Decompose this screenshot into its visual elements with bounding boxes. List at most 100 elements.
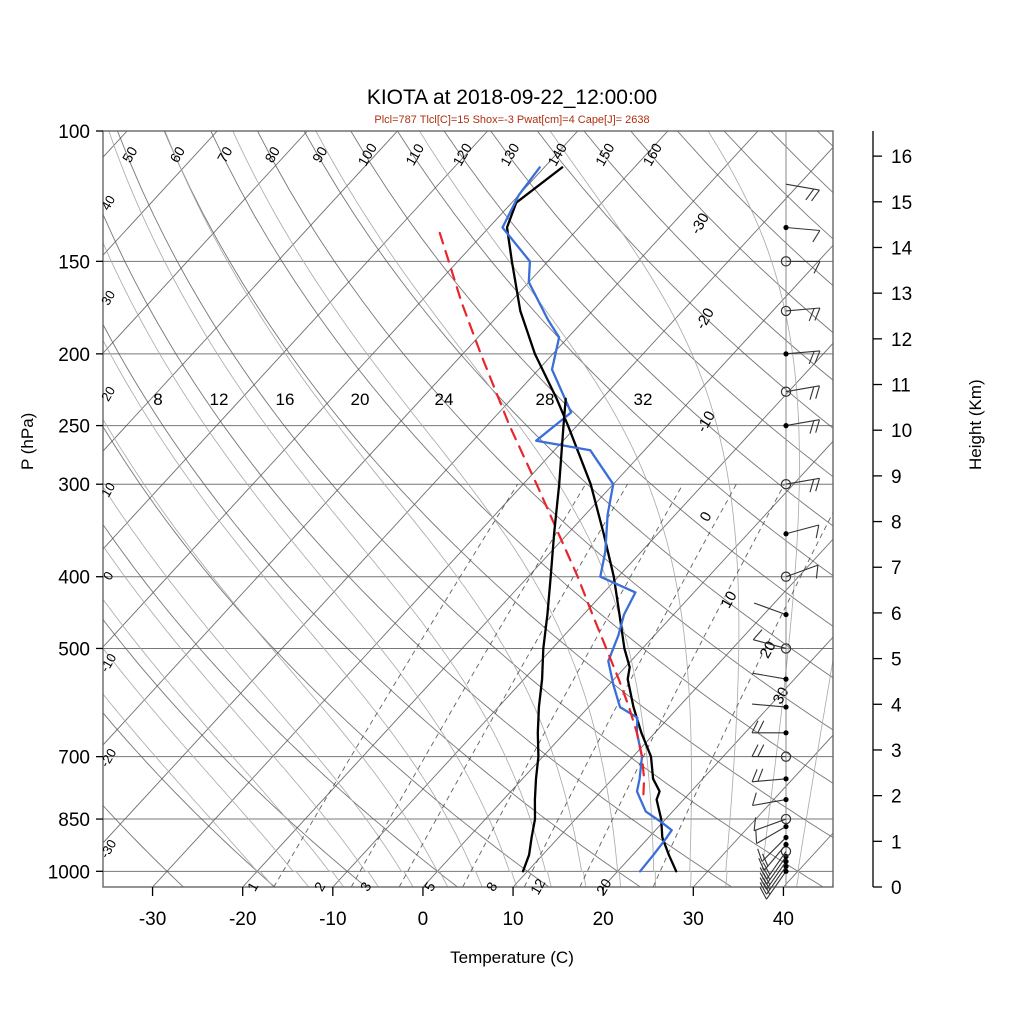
wind-barb-flag bbox=[759, 867, 767, 880]
wind-level-marker-filled bbox=[783, 423, 789, 429]
wind-barb bbox=[783, 419, 821, 434]
wind-barb-flag bbox=[759, 882, 767, 895]
wind-barb-shaft bbox=[752, 799, 787, 807]
wind-level-marker-open bbox=[780, 305, 792, 317]
pressure-tick-label: 850 bbox=[58, 810, 90, 831]
wind-barb-flag bbox=[813, 261, 821, 274]
wind-level-marker-open bbox=[780, 751, 792, 762]
pressure-tick-label: 300 bbox=[58, 475, 90, 496]
virtual-temperature-curve bbox=[521, 397, 567, 873]
wind-barb bbox=[783, 524, 820, 539]
wind-barb-shaft bbox=[785, 524, 819, 535]
wind-barb-flag bbox=[814, 307, 821, 321]
wind-level-marker-filled bbox=[783, 730, 789, 736]
wind-barb-shaft bbox=[785, 307, 820, 312]
wind-barb-shaft bbox=[761, 837, 787, 862]
wind-barb-flag bbox=[757, 768, 764, 782]
wind-barb bbox=[751, 792, 789, 807]
dry-adiabat-top-label: 80 bbox=[261, 144, 283, 166]
wind-barb-shaft bbox=[756, 826, 787, 844]
moist-adiabat-line bbox=[103, 486, 414, 887]
grid-labels: 50 60 70 80 90 100 110 120 130 140 150 160403020100… bbox=[97, 140, 793, 897]
height-tick-label: 2 bbox=[891, 787, 902, 808]
wind-barb-flag bbox=[757, 744, 765, 757]
isotherm-right-label: 0 bbox=[697, 509, 716, 525]
wind-level-marker-filled bbox=[783, 823, 789, 830]
wind-barb-flag bbox=[811, 189, 820, 202]
wind-barb-flag bbox=[761, 853, 769, 867]
wind-level-marker-filled bbox=[783, 858, 789, 865]
wind-barb-shaft bbox=[752, 672, 787, 680]
dry-adiabat-lines bbox=[103, 131, 1024, 887]
mixing-ratio-line bbox=[652, 511, 833, 887]
height-tick-label: 14 bbox=[891, 238, 913, 259]
wind-barb bbox=[780, 385, 821, 400]
moist-adiabat-label: 24 bbox=[435, 390, 454, 409]
height-tick-label: 11 bbox=[891, 376, 911, 397]
moist-adiabat-line bbox=[103, 647, 309, 887]
moist-adiabat-line bbox=[315, 131, 656, 887]
dry-adiabat-line bbox=[630, 131, 833, 334]
wind-barb bbox=[751, 720, 789, 736]
dry-adiabat-line bbox=[103, 323, 641, 887]
dry-adiabat-left-label: 10 bbox=[98, 480, 118, 500]
mixing-ratio-line bbox=[579, 483, 785, 887]
dry-adiabat-line bbox=[103, 425, 550, 887]
parcel-curve bbox=[438, 231, 646, 796]
temperature-tick-label: 40 bbox=[773, 909, 794, 930]
wind-barb-shaft bbox=[785, 419, 820, 427]
wind-barb bbox=[751, 744, 792, 762]
wind-level-marker-open bbox=[780, 386, 792, 397]
dry-adiabat-left-label: 0 bbox=[100, 569, 117, 583]
wind-barb-flag bbox=[815, 478, 821, 492]
wind-barb bbox=[752, 629, 792, 654]
wind-barb-flag bbox=[815, 524, 820, 539]
wind-level-marker-filled bbox=[783, 531, 789, 537]
mixing-ratio-label: 3 bbox=[357, 879, 375, 894]
moist-adiabat-label: 28 bbox=[536, 390, 555, 409]
dry-adiabat-top-label: 90 bbox=[309, 144, 331, 166]
dry-adiabat-line bbox=[816, 131, 833, 147]
wind-barb-flag bbox=[815, 565, 819, 579]
wind-barb-flag bbox=[755, 830, 758, 844]
mixing-ratio-line bbox=[523, 483, 737, 887]
wind-barb-flag bbox=[805, 188, 815, 201]
dry-adiabat-line bbox=[350, 131, 833, 627]
isotherm-right-label: 10 bbox=[718, 588, 741, 611]
isotherm-line bbox=[964, 131, 1024, 887]
wind-barb-flag bbox=[808, 308, 815, 322]
wind-barb bbox=[783, 350, 821, 365]
dry-adiabat-top-label: 50 bbox=[119, 144, 141, 166]
wind-level-marker-open bbox=[780, 479, 792, 490]
temperature-tick-label: 10 bbox=[502, 909, 523, 930]
isotherm-line bbox=[152, 146, 833, 887]
moist-adiabat-line bbox=[108, 131, 552, 887]
wind-barb-shaft bbox=[763, 844, 787, 871]
moist-adiabat-line bbox=[103, 339, 483, 887]
isotherm-line bbox=[512, 538, 833, 887]
dry-adiabat-line bbox=[303, 131, 833, 679]
height-tick-label: 5 bbox=[891, 650, 902, 671]
wind-barb-shaft bbox=[785, 183, 820, 191]
height-tick-label: 4 bbox=[891, 695, 902, 716]
pressure-axis-label: P (hPa) bbox=[18, 412, 37, 470]
wind-barb-flag bbox=[752, 629, 763, 641]
dry-adiabat-line bbox=[257, 131, 833, 731]
wind-barb bbox=[751, 768, 789, 783]
dry-adiabat-line bbox=[911, 131, 1024, 887]
moist-adiabat-line bbox=[103, 693, 274, 887]
wind-level-marker-filled bbox=[783, 224, 789, 231]
wind-level-marker-open bbox=[780, 256, 792, 267]
wind-barb-shaft bbox=[785, 477, 820, 485]
wind-barb bbox=[755, 823, 789, 844]
plot-frame bbox=[102, 130, 834, 888]
pressure-tick-label: 250 bbox=[58, 417, 90, 438]
wind-barb-shaft bbox=[785, 385, 820, 393]
height-tick-label: 3 bbox=[891, 741, 902, 762]
wind-barb-flag bbox=[814, 350, 821, 364]
temperature-tick-label: 30 bbox=[683, 909, 704, 930]
mixing-ratio-line bbox=[350, 483, 586, 887]
wind-barb bbox=[780, 477, 821, 493]
wind-barb bbox=[785, 183, 820, 202]
wind-barb-flag bbox=[815, 419, 821, 433]
